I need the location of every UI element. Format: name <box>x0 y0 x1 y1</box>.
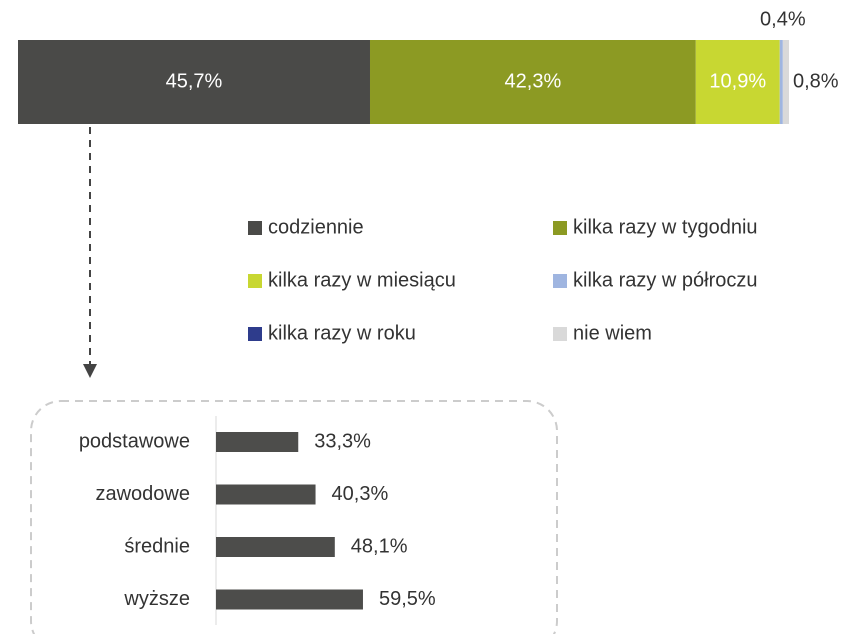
arrow-head <box>83 364 97 378</box>
legend-label: kilka razy w miesiącu <box>268 269 456 291</box>
legend-swatch <box>248 221 262 235</box>
legend-swatch <box>248 274 262 288</box>
category-label: zawodowe <box>95 483 190 505</box>
legend-swatch <box>553 274 567 288</box>
detail-frame <box>30 400 558 634</box>
bar-segment <box>369 40 696 124</box>
bar <box>216 484 316 505</box>
value-label: 59,5% <box>379 588 436 610</box>
bar-segment <box>18 40 370 124</box>
bar <box>216 432 299 452</box>
value-label: 33,3% <box>314 430 371 452</box>
category-label: średnie <box>124 535 190 557</box>
value-label: 42,3% <box>505 70 562 92</box>
legend-label: kilka razy w tygodniu <box>573 216 758 238</box>
value-label: 0,8% <box>793 70 839 92</box>
bar <box>216 589 363 610</box>
value-label: 10,9% <box>709 70 766 92</box>
legend-label: nie wiem <box>573 322 652 344</box>
value-label: 0,4% <box>760 8 806 30</box>
legend-label: kilka razy w roku <box>268 322 416 344</box>
value-label: 45,7% <box>166 70 223 92</box>
legend-label: codziennie <box>268 216 364 238</box>
value-label: 48,1% <box>351 535 408 557</box>
bar-segment <box>782 40 789 124</box>
category-label: wyższe <box>123 588 190 610</box>
legend-swatch <box>553 327 567 341</box>
value-label: 40,3% <box>332 483 389 505</box>
bar-segment <box>779 40 783 124</box>
bar-segment <box>695 40 780 124</box>
legend-swatch <box>248 327 262 341</box>
category-label: podstawowe <box>79 430 190 452</box>
bar <box>216 537 335 557</box>
legend-swatch <box>553 221 567 235</box>
legend-label: kilka razy w półroczu <box>573 269 758 291</box>
